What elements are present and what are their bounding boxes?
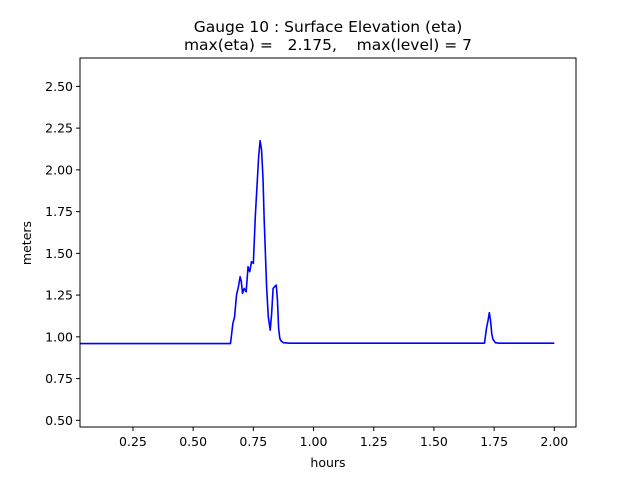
x-axis-label: hours <box>310 455 345 470</box>
y-axis-ticks: 0.50 0.75 1.00 1.25 1.50 1.75 2.00 2.25 2.50 <box>45 79 80 428</box>
x-tick-label: 0.75 <box>239 434 267 449</box>
y-tick-label: 1.25 <box>45 288 73 303</box>
y-tick-label: 2.00 <box>45 162 73 177</box>
x-tick-label: 1.50 <box>420 434 448 449</box>
x-tick-label: 0.25 <box>119 434 147 449</box>
x-tick-label: 1.00 <box>300 434 328 449</box>
plot-area <box>80 139 555 345</box>
x-tick-label: 1.25 <box>360 434 388 449</box>
y-tick-label: 2.25 <box>45 121 73 136</box>
plot-frame <box>79 57 577 428</box>
y-tick-label: 2.50 <box>45 79 73 94</box>
y-axis-label: meters <box>19 221 34 265</box>
chart-subtitle: max(eta) = 2.175, max(level) = 7 <box>184 36 472 54</box>
x-tick-label: 1.75 <box>480 434 508 449</box>
x-axis-ticks: 0.25 0.50 0.75 1.00 1.25 1.50 1.75 2.00 <box>119 427 568 449</box>
x-tick-label: 2.00 <box>540 434 568 449</box>
series-line-0 <box>80 139 555 345</box>
y-tick-label: 0.50 <box>45 413 73 428</box>
y-tick-label: 0.75 <box>45 371 73 386</box>
y-tick-label: 1.50 <box>45 246 73 261</box>
x-tick-label: 0.50 <box>179 434 207 449</box>
chart-title: Gauge 10 : Surface Elevation (eta) <box>194 18 463 36</box>
y-tick-label: 1.75 <box>45 204 73 219</box>
y-tick-label: 1.00 <box>45 329 73 344</box>
